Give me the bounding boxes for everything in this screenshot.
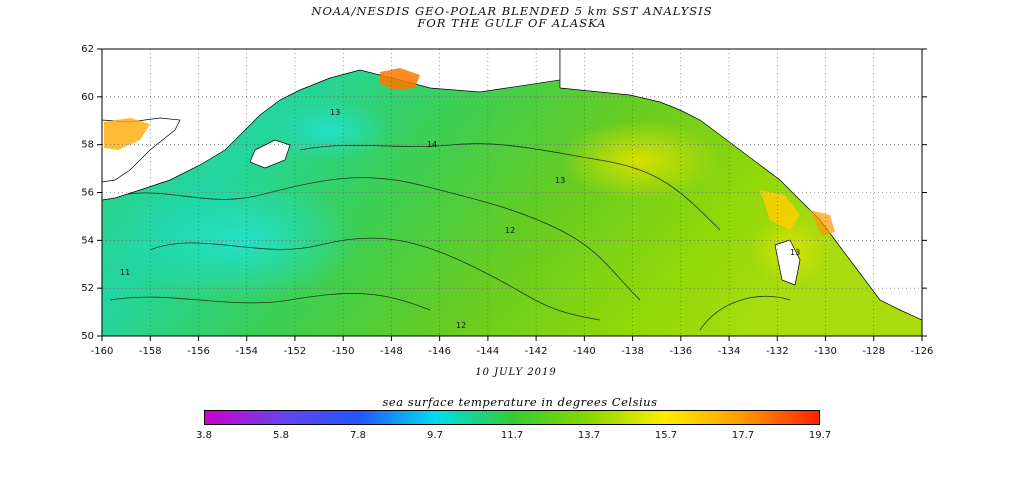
colorbar-tick-label: 3.8 — [196, 430, 212, 441]
contour-line — [149, 237, 601, 321]
x-tick-label: -128 — [862, 346, 885, 357]
contour-label: 12 — [456, 321, 466, 330]
x-tick-label: -154 — [235, 346, 258, 357]
colorbar-tick-label: 9.7 — [427, 430, 443, 441]
contour-label: 11 — [120, 268, 130, 277]
x-tick-label: -134 — [718, 346, 741, 357]
x-tick-label: -130 — [814, 346, 837, 357]
colorbar-tick-label: 19.7 — [808, 430, 832, 441]
cool-water-patch — [120, 180, 360, 300]
warm-coastal-water — [760, 190, 800, 230]
y-tick-label: 62 — [81, 44, 94, 55]
y-tick-label: 58 — [81, 140, 94, 151]
graticule — [102, 49, 922, 336]
contour-label: 14 — [427, 140, 437, 149]
x-tick-label: -148 — [380, 346, 403, 357]
y-tick-label: 52 — [81, 283, 94, 294]
x-tick-label: -158 — [139, 346, 162, 357]
x-tick-label: -126 — [911, 346, 934, 357]
x-tick-label: -142 — [525, 346, 548, 357]
temperature-colorbar — [204, 410, 820, 425]
contour-line — [299, 143, 721, 231]
axis-ticks: -160 -158 -156 -154 -152 -150 -148 -146 -144 -142… — [81, 44, 933, 357]
land-southeast-alaska — [559, 49, 922, 321]
x-tick-label: -138 — [621, 346, 644, 357]
y-tick-label: 60 — [81, 92, 94, 103]
colorbar-tick-label: 17.7 — [731, 430, 755, 441]
y-tick-label: 50 — [81, 331, 94, 342]
warm-water-patch — [560, 120, 720, 200]
warm-coastal-water — [104, 118, 150, 150]
contour-label: 12 — [505, 226, 515, 235]
colorbar-title: sea surface temperature in degrees Celsi… — [382, 395, 658, 409]
map-title-line1: NOAA/NESDIS GEO-POLAR BLENDED 5 km SST A… — [311, 4, 713, 18]
x-tick-label: -160 — [91, 346, 114, 357]
x-tick-label: -136 — [669, 346, 692, 357]
analysis-date: 10 JULY 2019 — [475, 367, 557, 378]
warm-coastal-water — [810, 210, 835, 236]
contour-line — [109, 293, 431, 311]
x-tick-label: -132 — [766, 346, 789, 357]
x-tick-label: -150 — [332, 346, 355, 357]
y-tick-label: 56 — [81, 188, 94, 199]
x-tick-label: -146 — [428, 346, 451, 357]
x-tick-label: -152 — [284, 346, 307, 357]
contour-line — [102, 177, 641, 301]
cool-water-patch — [270, 100, 390, 160]
warm-coastal-water — [380, 68, 420, 90]
colorbar-tick-label: 13.7 — [577, 430, 601, 441]
map-title-line2: FOR THE GULF OF ALASKA — [417, 16, 607, 30]
contour-label: 13 — [555, 176, 565, 185]
colorbar-tick-label: 7.8 — [350, 430, 366, 441]
x-tick-label: -144 — [477, 346, 500, 357]
colorbar-tick-label: 11.7 — [500, 430, 524, 441]
y-tick-label: 54 — [81, 235, 94, 246]
contour-label: 13 — [790, 248, 800, 257]
land-haida-gwaii — [774, 239, 801, 286]
contour-line — [699, 295, 791, 331]
colorbar-tick-label: 5.8 — [273, 430, 289, 441]
land-alaska-peninsula — [102, 49, 561, 201]
contour-label: 13 — [330, 108, 340, 117]
x-tick-label: -140 — [573, 346, 596, 357]
land-kodiak-island — [249, 139, 291, 169]
x-tick-label: -156 — [187, 346, 210, 357]
colorbar-tick-label: 15.7 — [654, 430, 678, 441]
